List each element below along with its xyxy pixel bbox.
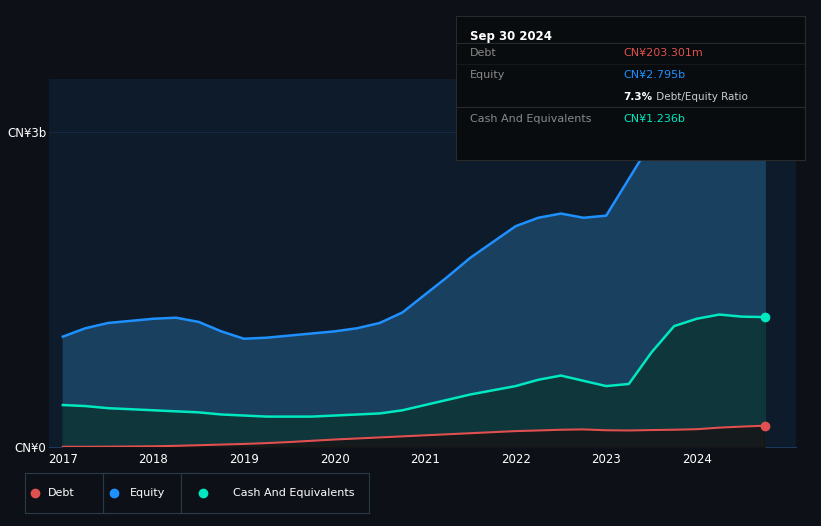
Text: 7.3%: 7.3% [623,92,652,102]
Text: CN¥2.795b: CN¥2.795b [623,70,686,80]
Text: CN¥203.301m: CN¥203.301m [623,48,703,58]
Text: Debt: Debt [48,488,75,498]
Text: Debt/Equity Ratio: Debt/Equity Ratio [653,92,748,102]
Text: Equity: Equity [130,488,165,498]
Text: Cash And Equivalents: Cash And Equivalents [470,114,591,124]
Text: Debt: Debt [470,48,497,58]
Text: Sep 30 2024: Sep 30 2024 [470,30,552,43]
Text: Cash And Equivalents: Cash And Equivalents [233,488,355,498]
Text: CN¥1.236b: CN¥1.236b [623,114,685,124]
Text: Equity: Equity [470,70,505,80]
